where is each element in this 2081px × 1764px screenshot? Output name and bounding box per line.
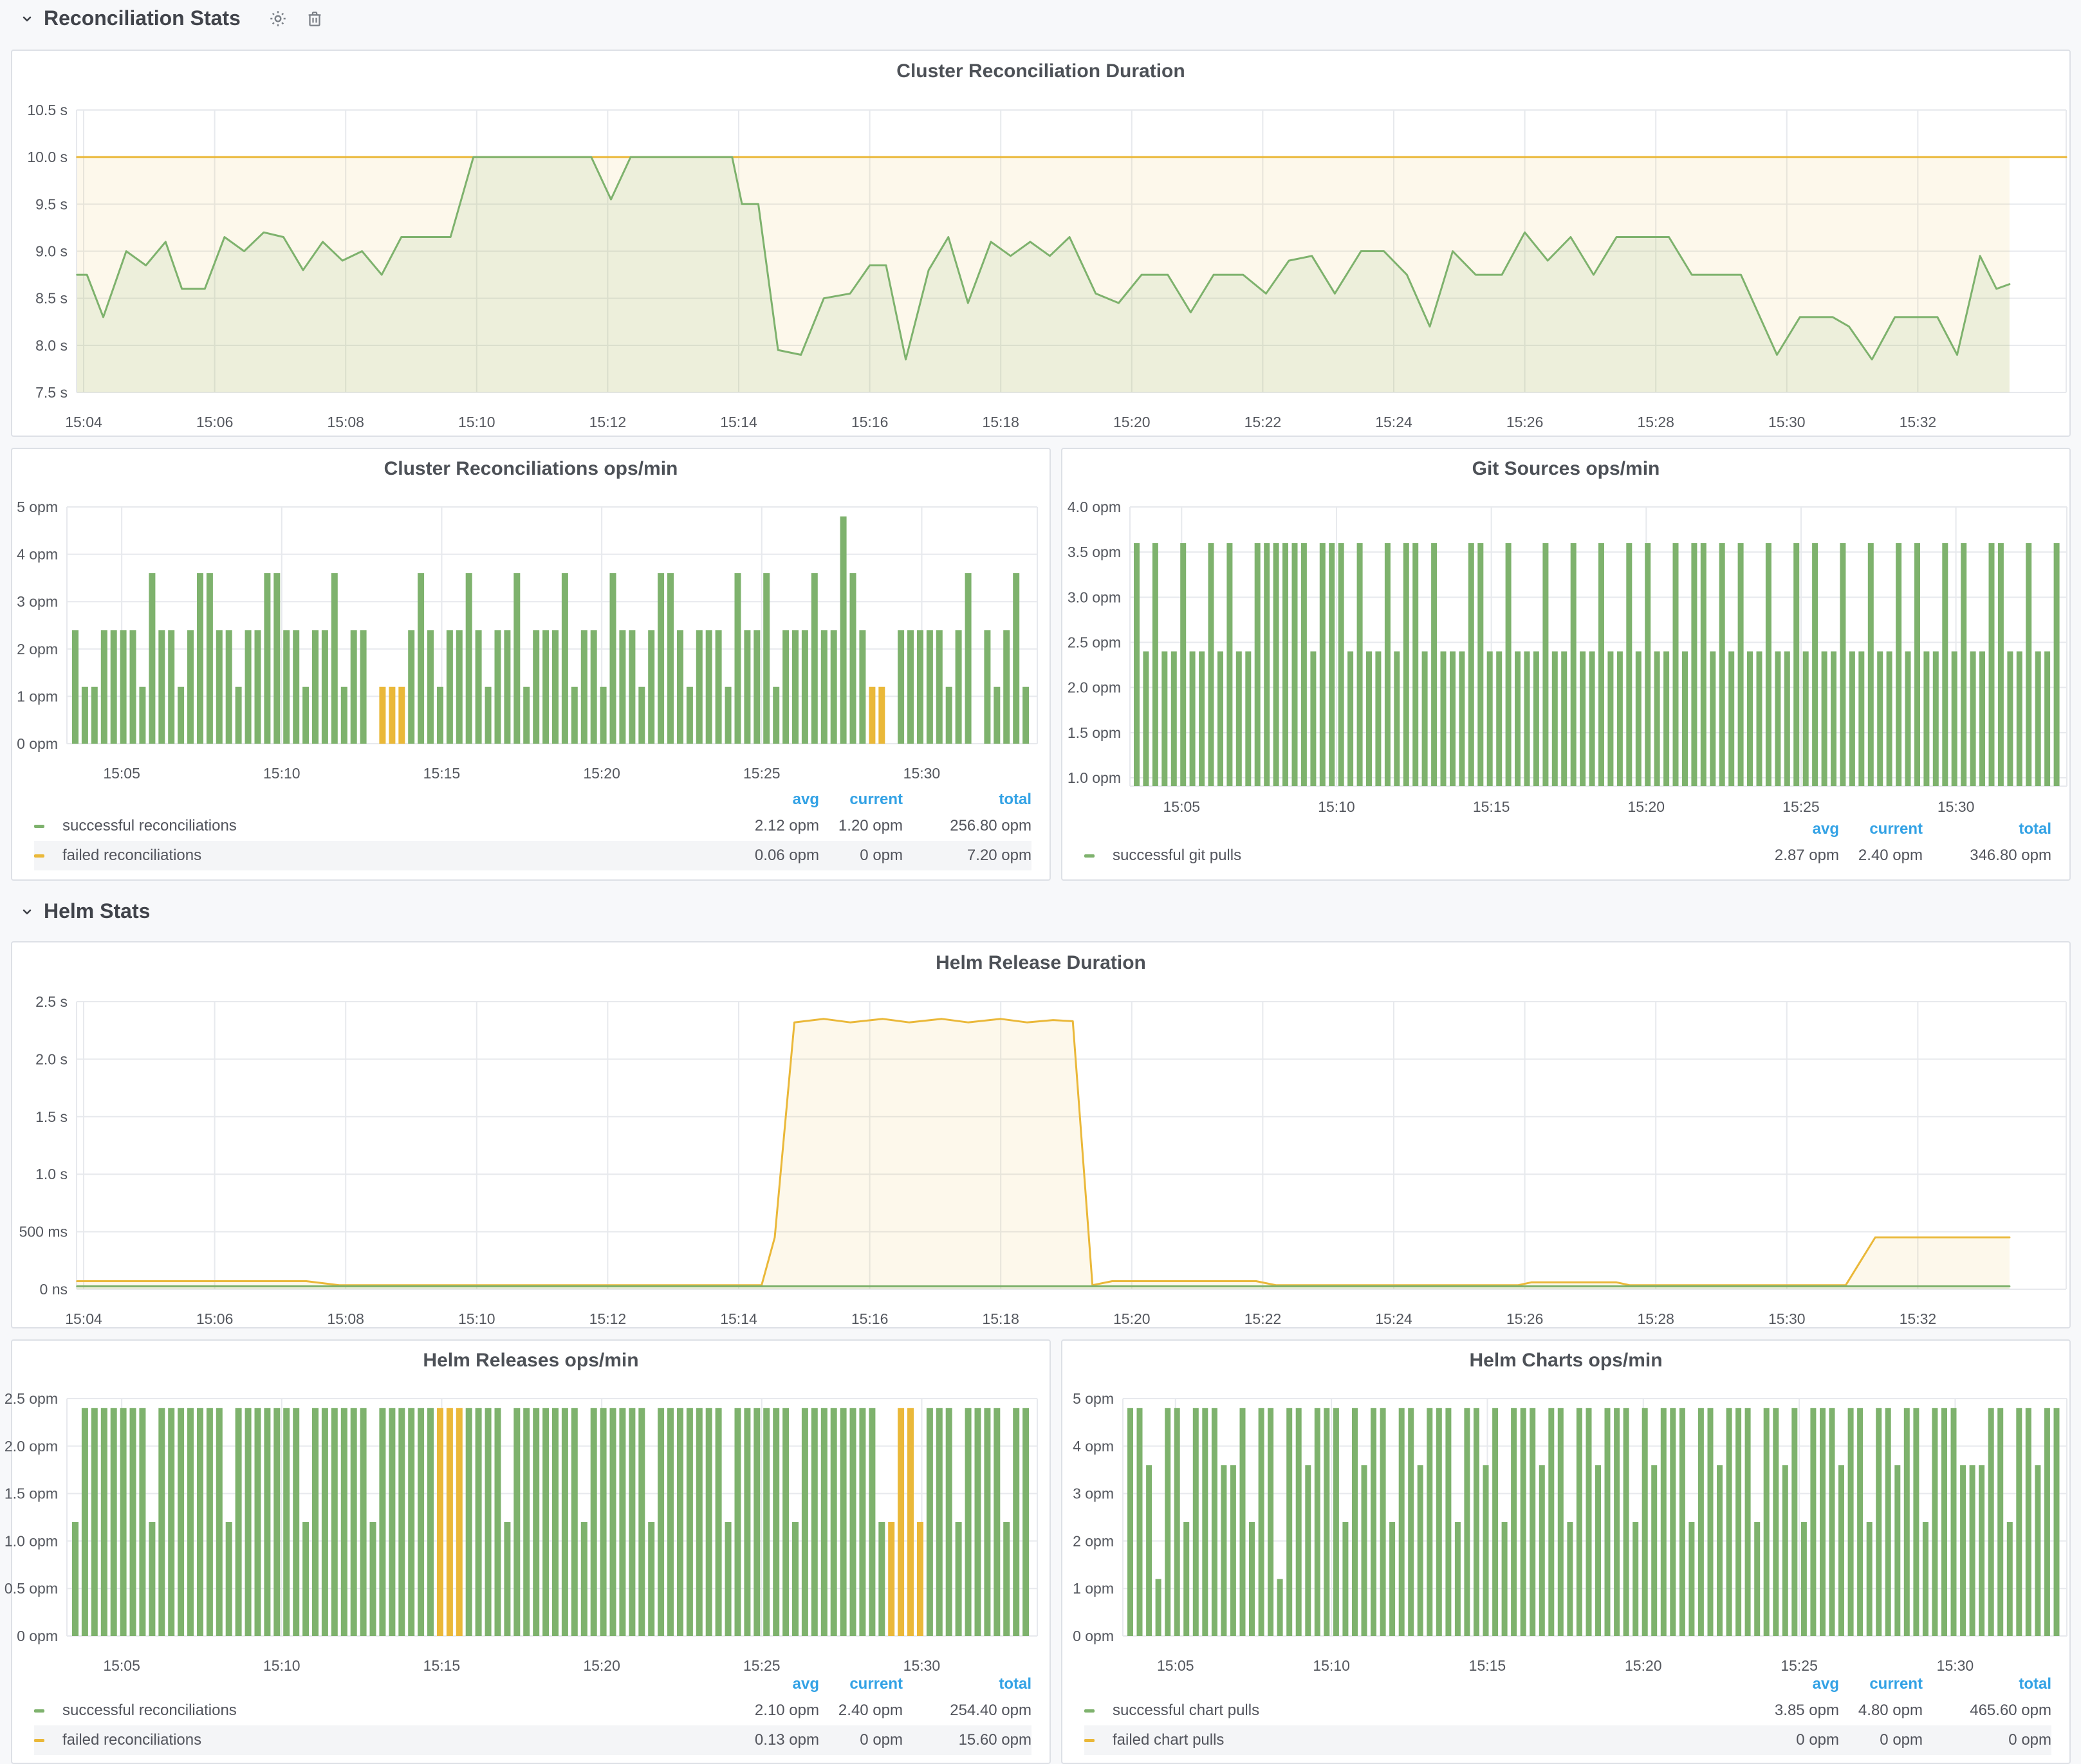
legend-total-value: 7.20 opm: [903, 841, 1031, 870]
legend-series-color[interactable]: [34, 1696, 62, 1725]
panel-title[interactable]: Helm Release Duration: [11, 952, 2071, 974]
chevron-down-icon[interactable]: [19, 904, 35, 919]
legend-total-value: 256.80 opm: [903, 811, 1031, 841]
legend-series-color[interactable]: [34, 811, 62, 841]
legend-total-value: 254.40 opm: [903, 1696, 1031, 1725]
legend-avg-value: 2.12 opm: [716, 811, 819, 841]
legend-helm-releases: avg current total successful reconciliat…: [12, 1673, 1050, 1755]
section-reconciliation-stats[interactable]: Reconciliation Stats: [19, 6, 324, 30]
legend-series-color[interactable]: [34, 1725, 62, 1755]
legend-sort-total[interactable]: total: [1923, 1673, 2051, 1696]
legend-series-label[interactable]: successful reconciliations: [62, 811, 716, 841]
legend-git-sources: avg current total successful git pulls 2…: [1062, 818, 2069, 870]
legend-avg-value: 2.10 opm: [716, 1696, 819, 1725]
legend-series-color[interactable]: [1084, 1696, 1113, 1725]
trash-icon[interactable]: [305, 8, 324, 29]
legend-avg-value: 0.06 opm: [716, 841, 819, 870]
panel-cluster-reconciliation-duration: [11, 50, 2071, 437]
legend-sort-current[interactable]: current: [1839, 1673, 1923, 1696]
legend-sort-total[interactable]: total: [1923, 818, 2051, 841]
legend-total-value: 346.80 opm: [1923, 841, 2051, 870]
legend-avg-value: 3.85 opm: [1736, 1696, 1839, 1725]
legend-avg-value: 2.87 opm: [1736, 841, 1839, 870]
panel-title[interactable]: Cluster Reconciliation Duration: [11, 60, 2071, 82]
legend-sort-total[interactable]: total: [903, 788, 1031, 811]
legend-series-label[interactable]: failed reconciliations: [62, 1725, 716, 1755]
legend-series-label[interactable]: successful reconciliations: [62, 1696, 716, 1725]
legend-series-label[interactable]: successful chart pulls: [1113, 1696, 1736, 1725]
panel-title[interactable]: Helm Releases ops/min: [11, 1350, 1051, 1372]
legend-current-value: 2.40 opm: [1839, 841, 1923, 870]
legend-cluster-reconciliations: avg current total successful reconciliat…: [12, 788, 1050, 870]
legend-sort-total[interactable]: total: [903, 1673, 1031, 1696]
panel-title[interactable]: Helm Charts ops/min: [1061, 1350, 2071, 1372]
legend-sort-current[interactable]: current: [1839, 818, 1923, 841]
legend-current-value: 0 opm: [1839, 1725, 1923, 1755]
legend-series-color[interactable]: [34, 841, 62, 870]
panel-title[interactable]: Cluster Reconciliations ops/min: [11, 458, 1051, 480]
legend-total-value: 0 opm: [1923, 1725, 2051, 1755]
section-title[interactable]: Reconciliation Stats: [44, 6, 241, 30]
legend-series-color[interactable]: [1084, 841, 1113, 870]
legend-avg-value: 0.13 opm: [716, 1725, 819, 1755]
legend-sort-avg[interactable]: avg: [1736, 818, 1839, 841]
legend-sort-avg[interactable]: avg: [716, 788, 819, 811]
legend-current-value: 4.80 opm: [1839, 1696, 1923, 1725]
legend-current-value: 2.40 opm: [819, 1696, 903, 1725]
legend-current-value: 0 opm: [819, 1725, 903, 1755]
legend-sort-avg[interactable]: avg: [1736, 1673, 1839, 1696]
legend-series-label[interactable]: failed chart pulls: [1113, 1725, 1736, 1755]
section-helm-stats[interactable]: Helm Stats: [19, 899, 150, 923]
legend-series-color[interactable]: [1084, 1725, 1113, 1755]
panel-title[interactable]: Git Sources ops/min: [1061, 458, 2071, 480]
legend-current-value: 1.20 opm: [819, 811, 903, 841]
legend-avg-value: 0 opm: [1736, 1725, 1839, 1755]
legend-current-value: 0 opm: [819, 841, 903, 870]
legend-sort-avg[interactable]: avg: [716, 1673, 819, 1696]
section-title[interactable]: Helm Stats: [44, 899, 150, 923]
gear-icon[interactable]: [268, 8, 288, 29]
legend-sort-current[interactable]: current: [819, 788, 903, 811]
legend-sort-current[interactable]: current: [819, 1673, 903, 1696]
legend-helm-charts: avg current total successful chart pulls…: [1062, 1673, 2069, 1755]
legend-series-label[interactable]: successful git pulls: [1113, 841, 1736, 870]
panel-git-sources-opm: [1061, 448, 2071, 881]
legend-total-value: 15.60 opm: [903, 1725, 1031, 1755]
legend-series-label[interactable]: failed reconciliations: [62, 841, 716, 870]
panel-helm-release-duration: [11, 941, 2071, 1328]
chevron-down-icon[interactable]: [19, 11, 35, 26]
legend-total-value: 465.60 opm: [1923, 1696, 2051, 1725]
